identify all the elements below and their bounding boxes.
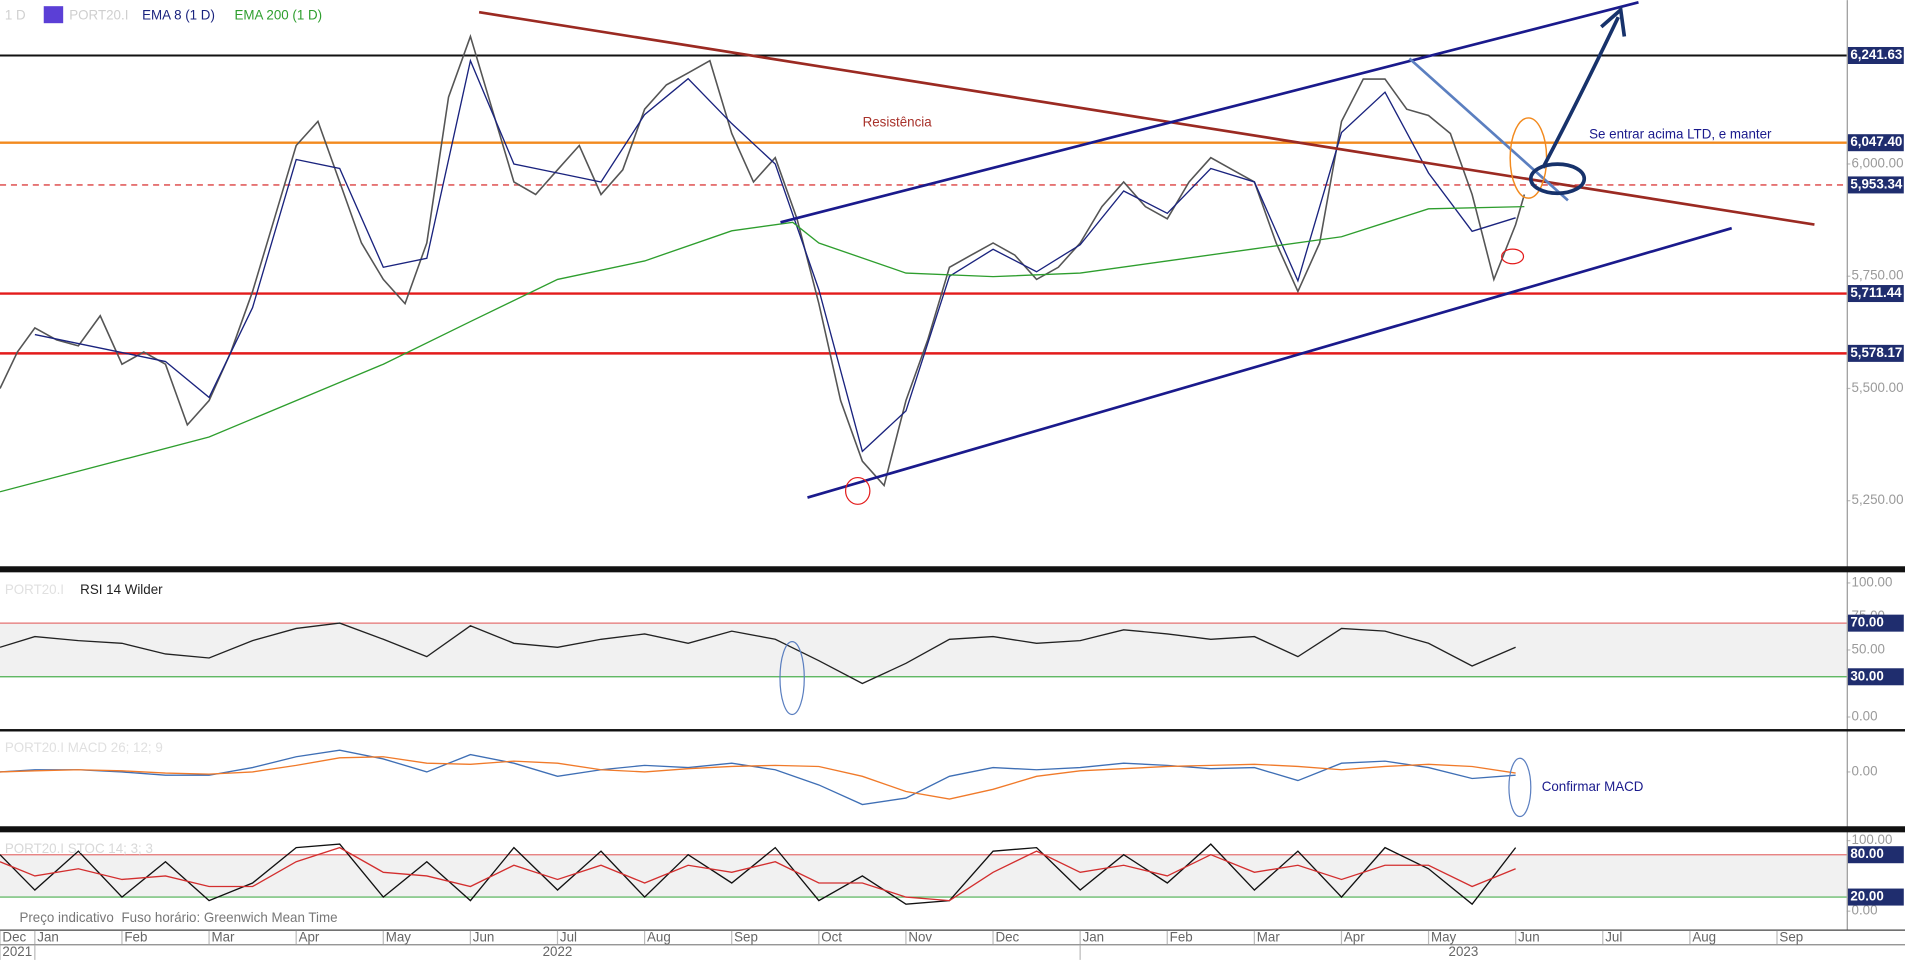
year-label: 2022 [543,944,573,959]
arrow-head [1600,6,1627,37]
x-tick-label: May [386,930,412,945]
y-tick-label: 6,000.00 [1852,156,1904,171]
level-label-box [1847,46,1904,64]
level-label-box [1847,344,1904,362]
level-label-box [1847,134,1904,152]
trendline [807,226,1733,499]
level-label-box [1847,846,1904,864]
footer-note: Preço indicativo [19,910,113,925]
arrow [1541,16,1620,169]
level-label: 20.00 [1850,889,1883,904]
x-tick-label: Nov [908,930,932,945]
level-label: 6,047.40 [1850,134,1902,149]
trendline [478,10,1815,226]
x-tick-label: Jan [1083,930,1105,945]
level-band [0,623,1847,677]
x-tick-label: Mar [211,930,235,945]
level-label-box [1847,614,1904,632]
symbol: PORT20.I [69,7,128,22]
annotation: Se entrar acima LTD, e manter [1589,126,1772,141]
x-tick-label: Dec [995,930,1019,945]
symbol: PORT20.I [5,582,64,597]
highlight-ellipse [779,640,805,716]
level-label: 70.00 [1850,615,1883,630]
level-label: 5,953.34 [1850,176,1903,191]
level-label: 80.00 [1850,846,1883,861]
level-band [0,854,1847,898]
series-line [0,846,1516,902]
series-line [34,58,1516,453]
highlight-ellipse [844,476,871,505]
indicator-name: PORT20.I MACD 26; 12; 9 [5,740,163,755]
level-label-box [1847,285,1904,303]
x-tick-label: Apr [1344,930,1365,945]
legend-entry: EMA 200 (1 D) [234,7,322,22]
x-tick-label: Feb [124,930,147,945]
timeframe: 1 D [5,7,26,22]
x-tick-label: Sep [1779,930,1803,945]
level-label: 6,241.63 [1850,47,1902,62]
x-tick-label: Mar [1257,930,1281,945]
x-tick-label: Aug [1692,930,1716,945]
annotation: Confirmar MACD [1542,779,1644,794]
y-tick-label: 5,250.00 [1852,492,1904,507]
level-label: 5,711.44 [1850,285,1902,300]
trendline [1408,57,1569,202]
highlight-ellipse [1528,162,1587,196]
x-tick-label: Apr [299,930,320,945]
x-tick-label: May [1431,930,1457,945]
trendline [780,1,1639,224]
x-tick-label: Sep [734,930,758,945]
y-tick-label: 5,500.00 [1852,380,1904,395]
annotation: Resistência [863,114,933,129]
series-line [0,33,1526,488]
x-tick-label: Jul [1605,930,1622,945]
series-line [0,622,1516,685]
y-tick-label: 0.00 [1852,709,1878,724]
x-tick-label: Jun [1518,930,1540,945]
x-tick-label: Aug [647,930,671,945]
level-label: 30.00 [1850,668,1883,683]
series-line [0,756,1516,800]
y-tick-label: 50.00 [1852,641,1885,656]
footer-timezone: Fuso horário: Greenwich Mean Time [121,910,337,925]
level-label-box [1847,176,1904,194]
panel-divider [0,566,1905,573]
panel-divider [0,826,1905,833]
indicator-name: PORT20.I STOC 14; 3; 3 [5,841,153,856]
highlight-ellipse [1508,757,1532,818]
x-tick-label: Jan [37,930,59,945]
hand-drawings [779,6,1627,818]
y-tick-label: 100.00 [1852,832,1893,847]
level-label-box [1847,668,1904,686]
legend-entry: EMA 8 (1 D) [142,7,215,22]
cfd-badge [43,6,64,24]
level-label-box [1847,888,1904,906]
y-tick-label: 100.00 [1852,574,1893,589]
y-tick-label: 5,750.00 [1852,268,1904,283]
x-tick-label: Dec [2,930,26,945]
x-tick-label: Oct [821,930,842,945]
x-tick-label: Feb [1170,930,1193,945]
series-line [0,205,1525,493]
y-tick-label: 0.00 [1852,763,1878,778]
year-label: 2023 [1449,944,1479,959]
year-label: 2021 [2,944,32,959]
x-tick-label: Jun [473,930,495,945]
panel-divider [0,729,1905,732]
level-label: 5,578.17 [1850,345,1902,360]
highlight-ellipse [1501,248,1525,265]
x-tick-label: Jul [560,930,577,945]
indicator-name: RSI 14 Wilder [80,582,163,597]
y-tick-label: 0.00 [1852,903,1878,918]
